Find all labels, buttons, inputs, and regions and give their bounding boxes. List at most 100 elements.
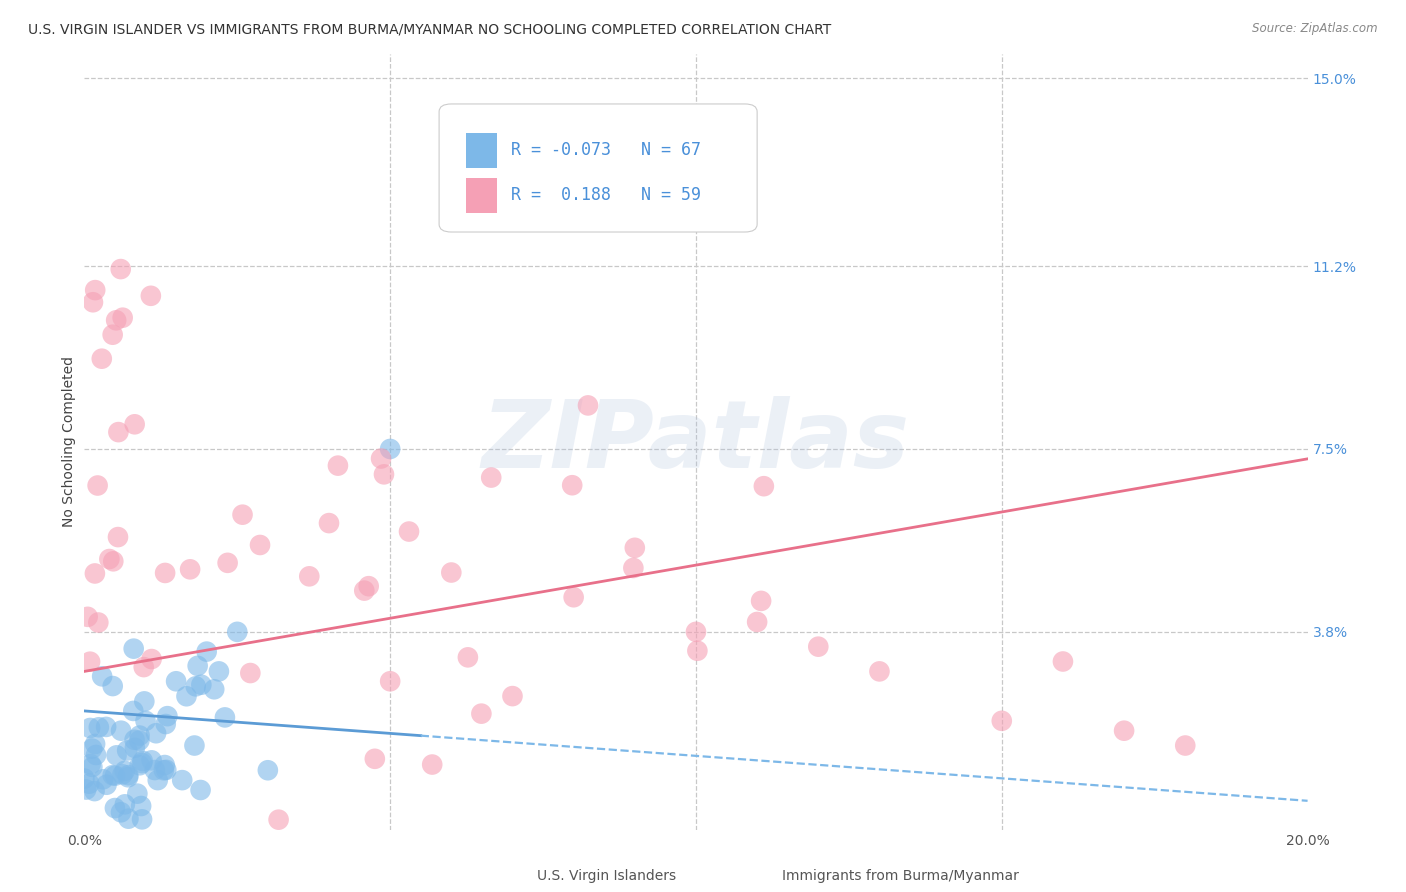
- Point: [105, 313, 128, 327]
- Point: [129, 799, 152, 814]
- Point: [83, 566, 105, 581]
- Point: [127, 787, 149, 801]
- Point: [156, 709, 179, 723]
- Point: [82, 295, 104, 310]
- Point: [991, 714, 1014, 728]
- Text: Immigrants from Burma/Myanmar: Immigrants from Burma/Myanmar: [782, 869, 1018, 883]
- Point: [176, 690, 198, 704]
- Point: [153, 566, 176, 580]
- Point: [624, 541, 647, 555]
- Point: [101, 327, 124, 342]
- Point: [502, 689, 524, 703]
- Point: [576, 398, 599, 412]
- Point: [91, 772, 114, 787]
- Point: [326, 458, 349, 473]
- Point: [124, 732, 146, 747]
- Point: [83, 784, 105, 798]
- Bar: [482, 856, 519, 888]
- Point: [117, 812, 139, 826]
- Point: [155, 763, 177, 777]
- Point: [217, 556, 239, 570]
- Point: [131, 756, 153, 771]
- Point: [117, 770, 139, 784]
- FancyBboxPatch shape: [439, 104, 758, 232]
- Point: [370, 451, 392, 466]
- Point: [98, 552, 121, 566]
- Point: [353, 583, 375, 598]
- Point: [457, 650, 479, 665]
- Point: [86, 478, 108, 492]
- Point: [107, 530, 129, 544]
- Point: [84, 283, 107, 297]
- Point: [139, 289, 162, 303]
- Point: [77, 777, 100, 791]
- Point: [195, 645, 218, 659]
- Point: [202, 682, 225, 697]
- Point: [155, 717, 177, 731]
- Point: [82, 760, 104, 774]
- Point: [686, 644, 709, 658]
- Bar: [465, 178, 496, 212]
- Point: [420, 757, 443, 772]
- Text: ZIPatlas: ZIPatlas: [482, 395, 910, 488]
- Point: [179, 562, 201, 576]
- Point: [561, 478, 583, 492]
- Point: [373, 467, 395, 482]
- Point: [96, 778, 118, 792]
- Text: R =  0.188   N = 59: R = 0.188 N = 59: [512, 186, 702, 204]
- Point: [298, 569, 321, 583]
- Point: [134, 694, 156, 708]
- Point: [104, 769, 127, 783]
- Point: [76, 610, 98, 624]
- Point: [141, 753, 163, 767]
- Text: Source: ZipAtlas.com: Source: ZipAtlas.com: [1253, 22, 1378, 36]
- Point: [84, 737, 107, 751]
- Point: [226, 624, 249, 639]
- Point: [117, 768, 139, 782]
- Point: [122, 704, 145, 718]
- Point: [807, 640, 830, 654]
- Point: [110, 262, 132, 277]
- Point: [87, 720, 110, 734]
- Point: [128, 733, 150, 747]
- Point: [187, 658, 209, 673]
- Point: [1114, 723, 1136, 738]
- Point: [190, 678, 212, 692]
- Point: [107, 425, 129, 439]
- Point: [562, 591, 585, 605]
- Point: [135, 714, 157, 728]
- Point: [132, 754, 155, 768]
- Point: [73, 772, 96, 786]
- Bar: [738, 856, 776, 888]
- Point: [79, 655, 101, 669]
- Point: [114, 797, 136, 812]
- Point: [153, 758, 176, 772]
- Point: [115, 743, 138, 757]
- Point: [380, 442, 402, 456]
- Point: [114, 764, 136, 778]
- Point: [103, 554, 125, 568]
- Point: [380, 674, 402, 689]
- Point: [869, 665, 891, 679]
- Point: [172, 773, 194, 788]
- Point: [208, 665, 231, 679]
- Point: [104, 801, 127, 815]
- Text: U.S. Virgin Islanders: U.S. Virgin Islanders: [537, 869, 676, 883]
- Point: [124, 740, 146, 755]
- Point: [357, 579, 380, 593]
- Point: [145, 726, 167, 740]
- Point: [101, 679, 124, 693]
- Point: [141, 652, 163, 666]
- Y-axis label: No Schooling Completed: No Schooling Completed: [62, 356, 76, 527]
- Point: [110, 805, 132, 820]
- Bar: [465, 133, 496, 168]
- Point: [685, 624, 707, 639]
- Point: [470, 706, 492, 721]
- Point: [184, 679, 207, 693]
- Point: [479, 470, 502, 484]
- Point: [364, 752, 387, 766]
- Point: [122, 641, 145, 656]
- Point: [146, 773, 169, 788]
- Point: [110, 723, 132, 738]
- Text: R = -0.073   N = 67: R = -0.073 N = 67: [512, 141, 702, 159]
